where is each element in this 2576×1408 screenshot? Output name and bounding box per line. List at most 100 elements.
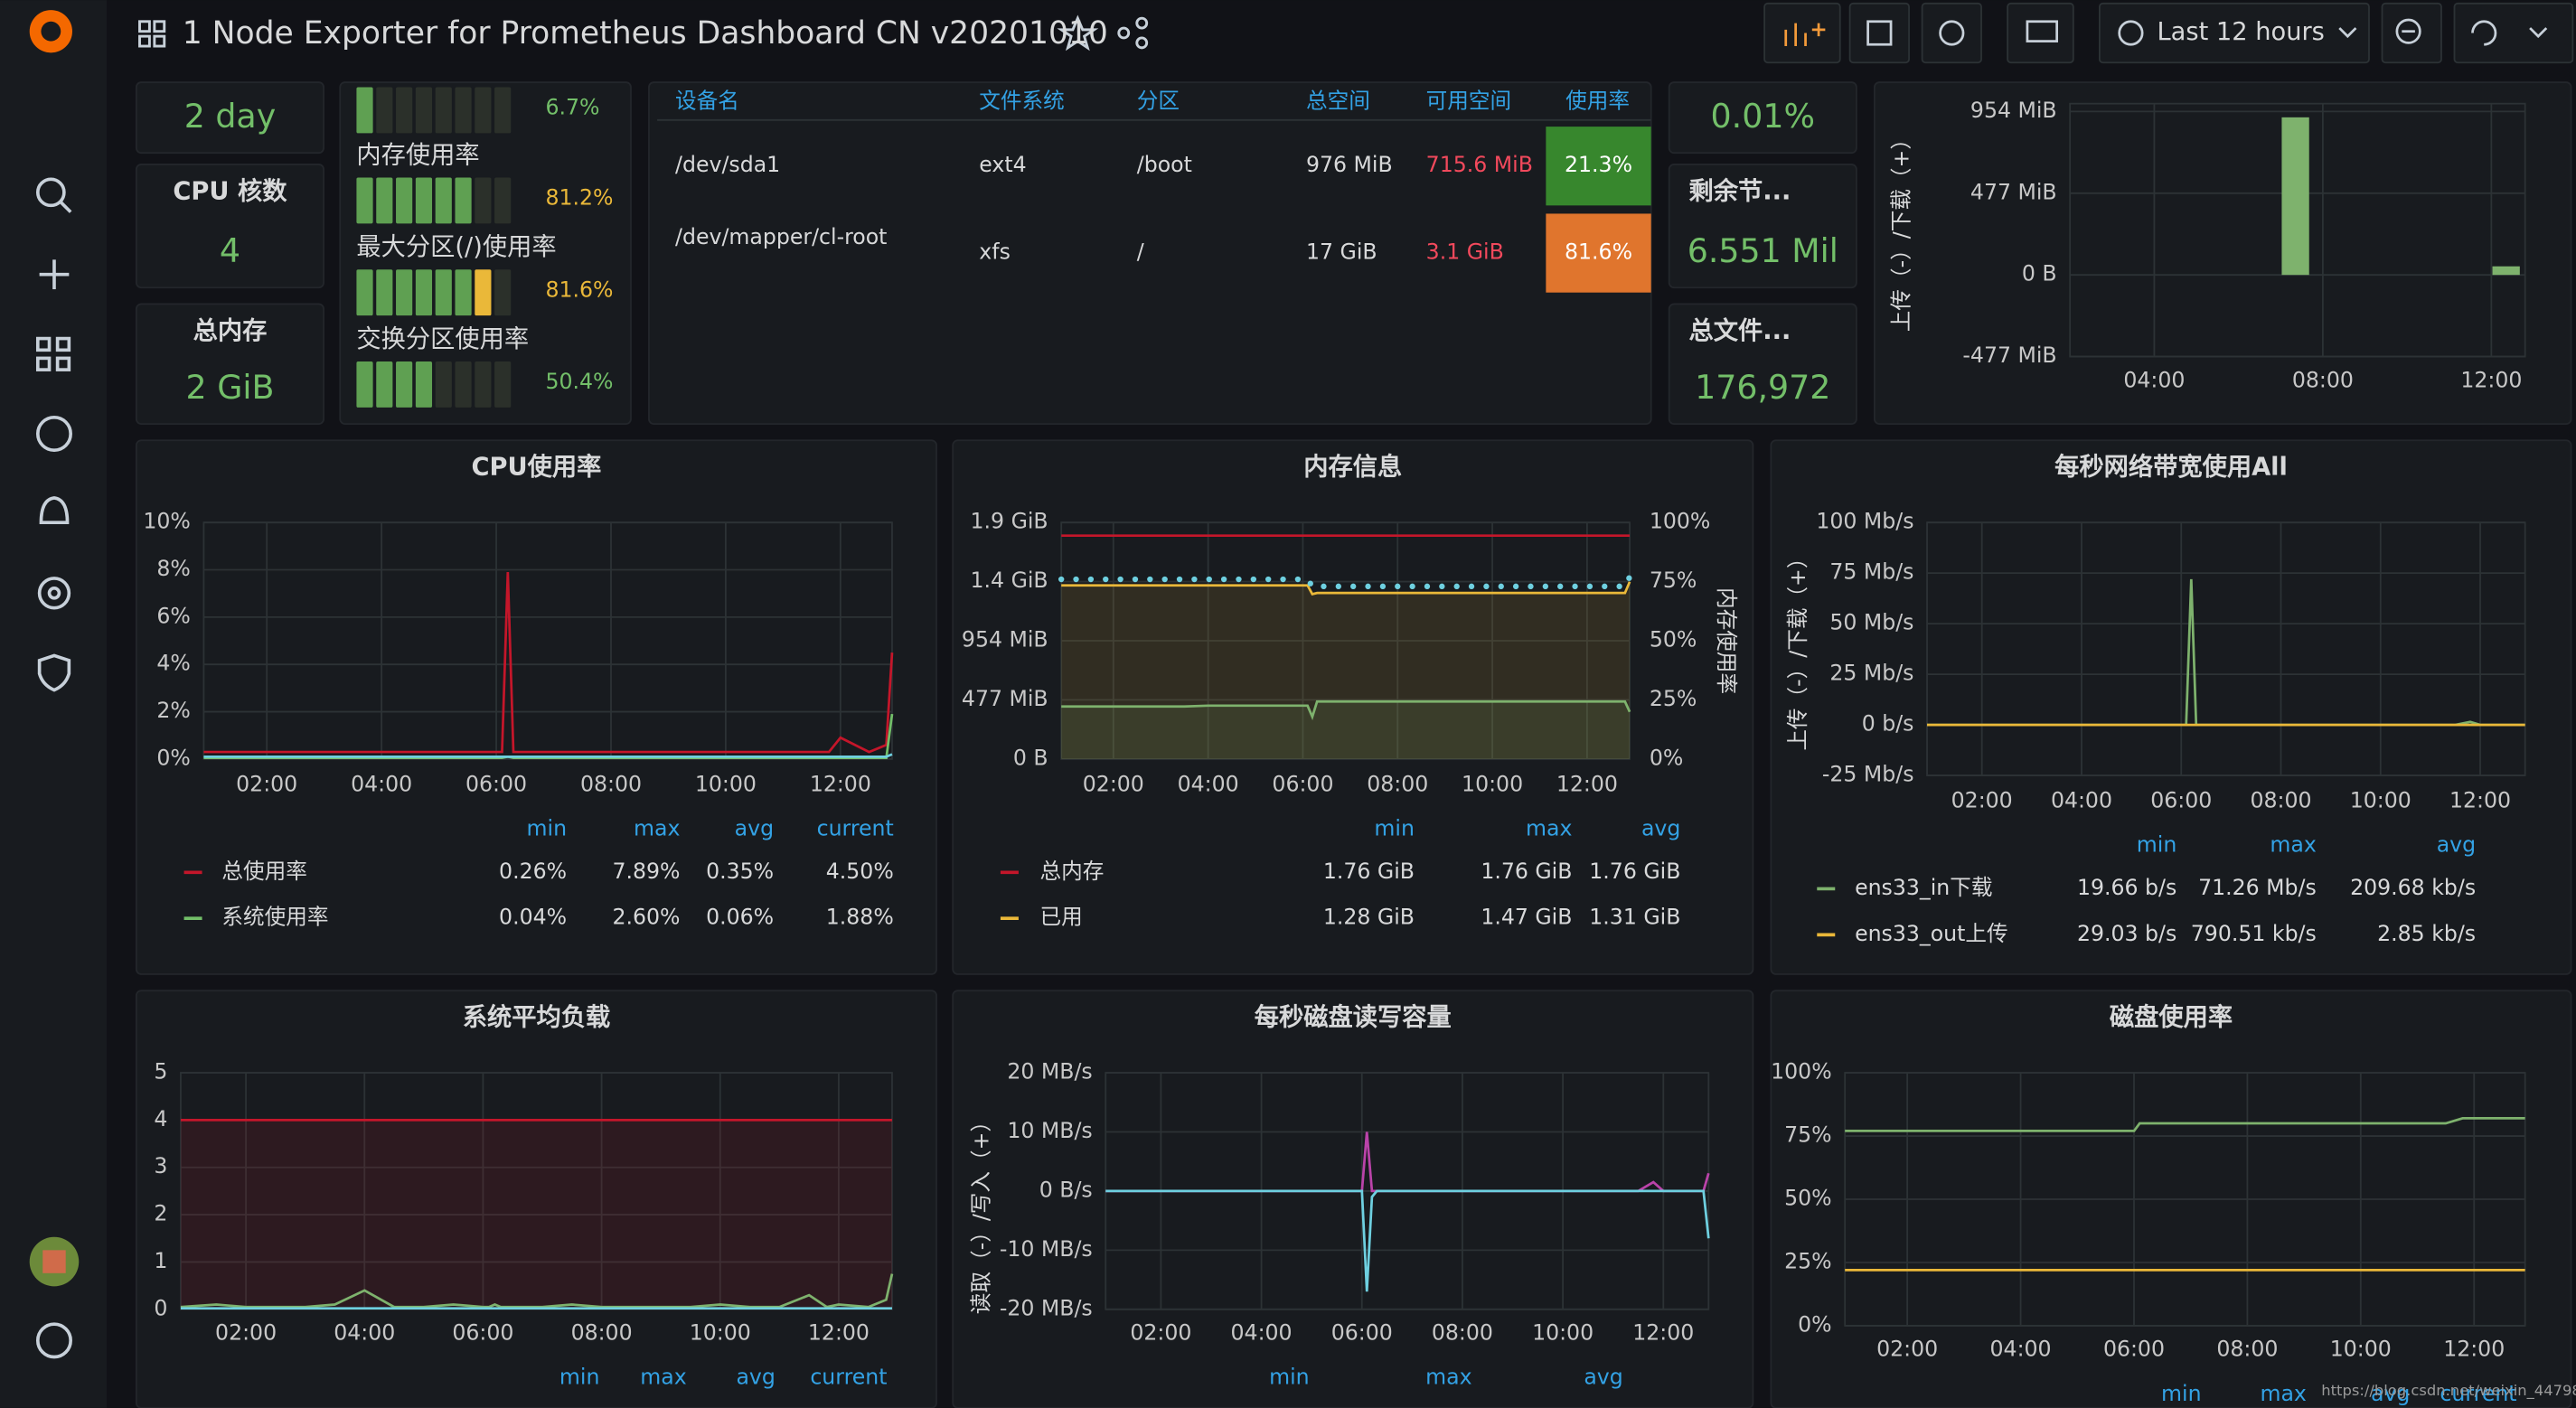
grafana-logo[interactable] (29, 10, 72, 53)
y-tick-label: 954 MiB (1970, 98, 2057, 123)
x-tick-label: 04:00 (334, 1320, 395, 1346)
shield-icon[interactable] (37, 653, 71, 692)
gauge-cell (396, 269, 413, 316)
legend-value: 0.35% (706, 859, 774, 884)
legend-name: 总内存 (1040, 859, 1105, 884)
legend-value: 209.68 kb/s (2350, 875, 2476, 900)
y2-tick-label: 75% (1650, 568, 1697, 593)
gauge-cell (494, 177, 512, 224)
help-icon[interactable] (35, 1322, 72, 1359)
y-tick-label: 2% (156, 698, 190, 723)
share-icon[interactable] (1117, 16, 1149, 50)
stat-label: CPU 核数 (173, 176, 287, 205)
legend-name: 已用 (1040, 905, 1083, 930)
legend-header: min (1374, 816, 1415, 841)
title-icons (138, 14, 1149, 52)
grid-icon[interactable] (138, 20, 166, 48)
legend-header: max (2270, 832, 2316, 858)
legend-header: avg (735, 816, 774, 841)
stat-value: 2 day (184, 97, 277, 136)
legend-value: 19.66 b/s (2077, 875, 2176, 900)
panel-content: -477 MiB 0 B 477 MiB 954 MiB 04:00 08:00 12:00… (1888, 98, 2526, 392)
y-tick-label: 0 b/s (1862, 711, 1914, 737)
alerting-icon[interactable] (39, 496, 70, 524)
x-tick-label: 04:00 (351, 771, 412, 796)
avatar[interactable] (29, 1236, 80, 1287)
refresh-button[interactable] (2453, 2, 2574, 64)
table-cell: 715.6 MiB (1426, 152, 1533, 177)
save-button[interactable] (1848, 2, 1910, 64)
usage-cell (1546, 127, 1651, 206)
y-tick-label: 1.4 GiB (971, 568, 1048, 593)
legend-header: min (2161, 1381, 2202, 1406)
x-tick-label: 06:00 (1331, 1320, 1393, 1346)
gauge-cell (475, 87, 492, 134)
y-tick-label: 477 MiB (962, 686, 1048, 711)
legend-header: current (2440, 1381, 2516, 1406)
table-cell: /dev/mapper/cl-root (675, 224, 887, 249)
stat-value: 2 GiB (186, 368, 275, 407)
settings-icon[interactable] (37, 577, 71, 610)
panel (339, 81, 632, 426)
table-cell: 3.1 GiB (1426, 239, 1504, 265)
y-tick-label: -25 Mb/s (1822, 762, 1914, 787)
legend-header: min (1269, 1365, 1310, 1390)
gauge-cell (415, 269, 433, 316)
x-tick-label: 06:00 (452, 1320, 513, 1346)
x-tick-label: 12:00 (808, 1320, 870, 1346)
y2-axis-label: 内存使用率 (1714, 587, 1739, 694)
create-icon[interactable] (39, 259, 70, 290)
series-line (180, 1273, 894, 1309)
y2-tick-label: 50% (1650, 627, 1697, 652)
gauge-cell (494, 87, 512, 134)
y-tick-label: 0 B/s (1039, 1177, 1093, 1202)
x-tick-label: 08:00 (1367, 771, 1428, 796)
legend-header: avg (1641, 816, 1680, 841)
stat-value: 6.551 Mil (1688, 231, 1838, 270)
panel (1668, 303, 1857, 426)
gauge-cell (396, 87, 413, 134)
watermark: https://blog.csdn.net/weixin_44798288 (2321, 1382, 2576, 1400)
x-tick-label: 08:00 (1432, 1320, 1493, 1346)
gauge-cell (455, 87, 472, 134)
gauge-cell (494, 269, 512, 316)
x-tick-label: 02:00 (1876, 1337, 1938, 1362)
chart-title: 内存信息 (1303, 453, 1402, 482)
gauge-label: 交换分区使用率 (356, 325, 529, 353)
table-cell: / (1137, 239, 1144, 265)
gauge-value: 81.2% (545, 185, 613, 211)
x-tick-label: 10:00 (1532, 1320, 1594, 1346)
gauge-cell (475, 269, 492, 316)
gauge-cell (396, 177, 413, 224)
tv-mode-button[interactable] (2007, 2, 2074, 64)
dashboards-icon[interactable] (35, 336, 71, 371)
legend-value: 790.51 kb/s (2191, 921, 2317, 946)
time-range[interactable]: Last 12 hours (2158, 18, 2325, 46)
gauge-value: 50.4% (545, 369, 613, 394)
y-tick-label: 5 (154, 1059, 167, 1084)
y2-tick-label: 25% (1650, 686, 1697, 711)
legend-header: avg (736, 1365, 775, 1390)
series-line (203, 753, 893, 758)
usage-cell (1546, 213, 1651, 293)
zoom-out-button[interactable] (2381, 2, 2442, 64)
add-panel-button[interactable] (1763, 2, 1841, 64)
stat-label: 总内存 (193, 316, 268, 345)
x-tick-label: 12:00 (1556, 771, 1618, 796)
x-tick-label: 04:00 (1178, 771, 1239, 796)
search-icon[interactable] (35, 177, 72, 213)
gauge-cell (475, 361, 492, 408)
table-cell: 976 MiB (1306, 152, 1393, 177)
time-picker[interactable] (2098, 2, 2370, 64)
explore-icon[interactable] (35, 416, 72, 452)
y-tick-label: 20 MB/s (1007, 1059, 1092, 1084)
star-icon[interactable] (1057, 14, 1099, 52)
gauge-cell (376, 361, 393, 408)
gauge-cell (435, 87, 452, 134)
gauge-cells (356, 269, 512, 316)
series-line (1105, 1189, 1710, 1292)
stat-value: 176,972 (1695, 368, 1830, 407)
x-tick-label: 10:00 (1462, 771, 1523, 796)
settings-button[interactable] (1921, 2, 1982, 64)
